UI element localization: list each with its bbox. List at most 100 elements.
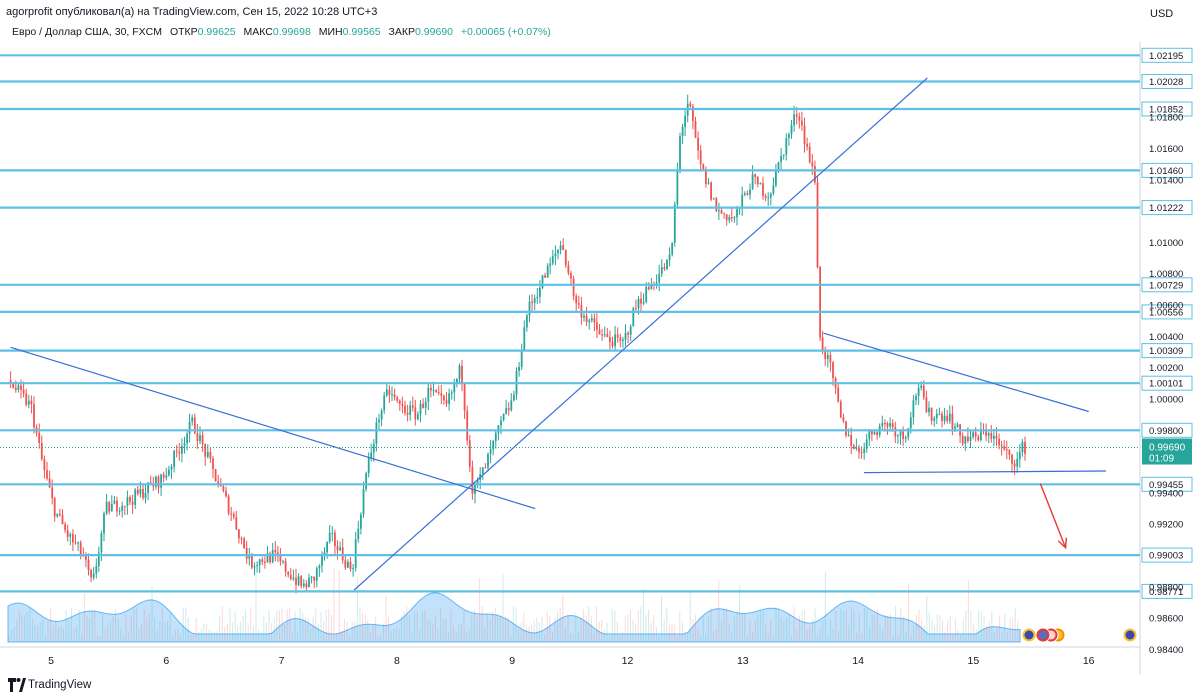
candle-body[interactable] — [699, 150, 702, 165]
candle-body[interactable] — [523, 327, 526, 351]
candle-body[interactable] — [733, 217, 736, 219]
candle-body[interactable] — [212, 458, 214, 470]
candle-body[interactable] — [650, 284, 653, 290]
candle-body[interactable] — [793, 114, 795, 126]
candle-body[interactable] — [629, 326, 632, 335]
candle-body[interactable] — [287, 571, 290, 575]
candle-body[interactable] — [305, 583, 308, 588]
candle-body[interactable] — [139, 488, 142, 494]
candle-body[interactable] — [1016, 459, 1019, 467]
support-line[interactable] — [863, 470, 1107, 474]
candle-body[interactable] — [274, 550, 277, 553]
candle-body[interactable] — [907, 428, 910, 438]
candle-body[interactable] — [847, 435, 850, 436]
candle-body[interactable] — [518, 366, 520, 371]
candle-body[interactable] — [461, 365, 463, 383]
candle-body[interactable] — [816, 182, 819, 268]
candle-body[interactable] — [609, 337, 611, 343]
candle-body[interactable] — [673, 204, 676, 243]
candle-body[interactable] — [445, 400, 448, 404]
candle-body[interactable] — [430, 387, 432, 391]
candle-body[interactable] — [627, 332, 629, 335]
candle-body[interactable] — [193, 417, 196, 434]
candle-body[interactable] — [30, 400, 33, 405]
candle-body[interactable] — [502, 413, 505, 421]
candle-body[interactable] — [715, 198, 718, 211]
candle-body[interactable] — [930, 407, 933, 421]
candle-body[interactable] — [564, 250, 567, 266]
candle-body[interactable] — [839, 401, 842, 418]
level-price-box[interactable] — [1141, 74, 1193, 89]
candle-body[interactable] — [222, 486, 225, 491]
candle-body[interactable] — [562, 245, 565, 250]
candle-body[interactable] — [1000, 445, 1003, 447]
candle-body[interactable] — [728, 217, 731, 221]
candle-body[interactable] — [935, 413, 938, 419]
candle-body[interactable] — [917, 387, 920, 396]
candle-body[interactable] — [474, 483, 476, 494]
candle-body[interactable] — [808, 146, 811, 163]
candle-body[interactable] — [1013, 463, 1016, 467]
candle-body[interactable] — [378, 419, 380, 423]
candle-body[interactable] — [531, 301, 533, 303]
candle-body[interactable] — [235, 517, 238, 530]
candle-body[interactable] — [679, 136, 681, 171]
candle-body[interactable] — [458, 365, 461, 379]
candle-body[interactable] — [718, 210, 720, 212]
candle-body[interactable] — [466, 410, 469, 441]
candle-body[interactable] — [225, 490, 227, 497]
trendline-left[interactable] — [10, 346, 536, 510]
candle-body[interactable] — [401, 404, 404, 406]
candle-body[interactable] — [702, 164, 705, 170]
candle-body[interactable] — [668, 254, 671, 260]
candle-body[interactable] — [500, 420, 502, 426]
candle-body[interactable] — [264, 562, 266, 563]
candle-body[interactable] — [149, 482, 152, 484]
candle-body[interactable] — [720, 210, 723, 214]
tradingview-logo-icon[interactable] — [8, 678, 26, 692]
candle-body[interactable] — [697, 137, 699, 151]
candle-body[interactable] — [160, 474, 162, 488]
candle-body[interactable] — [513, 394, 515, 401]
candle-body[interactable] — [507, 408, 510, 411]
candle-body[interactable] — [1021, 442, 1024, 453]
candle-body[interactable] — [754, 174, 757, 178]
candle-body[interactable] — [411, 405, 414, 408]
candle-body[interactable] — [824, 351, 827, 359]
candle-body[interactable] — [505, 408, 507, 414]
candle-body[interactable] — [647, 287, 650, 290]
candle-body[interactable] — [749, 189, 751, 195]
candle-body[interactable] — [367, 458, 370, 474]
candle-body[interactable] — [510, 400, 513, 411]
candle-body[interactable] — [803, 125, 806, 144]
candle-body[interactable] — [993, 435, 995, 439]
candle-body[interactable] — [832, 362, 834, 378]
candle-body[interactable] — [326, 541, 328, 553]
candle-body[interactable] — [92, 573, 95, 578]
candle-body[interactable] — [904, 437, 907, 439]
candle-body[interactable] — [520, 350, 523, 367]
candle-body[interactable] — [681, 126, 684, 136]
candle-body[interactable] — [186, 434, 188, 444]
candle-body[interactable] — [593, 318, 596, 323]
candle-body[interactable] — [105, 502, 108, 514]
candle-body[interactable] — [585, 315, 588, 322]
candle-body[interactable] — [219, 484, 222, 487]
candle-body[interactable] — [925, 397, 928, 413]
candle-body[interactable] — [541, 275, 544, 288]
candle-body[interactable] — [746, 193, 749, 195]
candle-body[interactable] — [365, 473, 367, 490]
candle-body[interactable] — [544, 275, 546, 278]
candle-body[interactable] — [66, 530, 69, 537]
candle-body[interactable] — [873, 432, 876, 435]
level-price-box[interactable] — [1141, 162, 1193, 178]
candle-body[interactable] — [554, 253, 557, 257]
price-axis[interactable]: 1.02195 1.02028 1.01852 1.01460 1.01222 1.007… — [1141, 47, 1193, 656]
candle-body[interactable] — [912, 400, 915, 418]
level-price-box[interactable] — [1141, 422, 1193, 438]
candle-body[interactable] — [583, 315, 585, 318]
candle-body[interactable] — [795, 114, 798, 117]
trendline-right[interactable] — [823, 332, 1089, 413]
candle-body[interactable] — [417, 414, 419, 420]
candle-body[interactable] — [790, 125, 793, 135]
